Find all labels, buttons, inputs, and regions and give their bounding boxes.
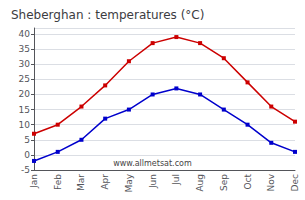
svg-text:Sep: Sep xyxy=(219,174,229,191)
svg-text:-5: -5 xyxy=(21,165,30,175)
svg-text:10: 10 xyxy=(19,120,31,130)
svg-text:Sheberghan : temperatures (°C): Sheberghan : temperatures (°C) xyxy=(11,8,204,22)
svg-text:40: 40 xyxy=(19,29,31,39)
svg-text:Aug: Aug xyxy=(195,174,205,192)
svg-text:May: May xyxy=(124,173,134,192)
svg-text:Jun: Jun xyxy=(148,174,158,189)
svg-text:Jul: Jul xyxy=(171,174,181,186)
svg-text:0: 0 xyxy=(24,150,30,160)
svg-text:Jan: Jan xyxy=(29,174,39,189)
svg-text:Nov: Nov xyxy=(266,173,276,191)
svg-text:25: 25 xyxy=(19,74,30,84)
svg-text:5: 5 xyxy=(24,135,30,145)
svg-text:Feb: Feb xyxy=(53,174,63,190)
svg-text:Dec: Dec xyxy=(290,174,300,191)
svg-text:30: 30 xyxy=(19,59,31,69)
svg-text:15: 15 xyxy=(19,105,30,115)
svg-text:Oct: Oct xyxy=(243,174,253,190)
svg-text:www.allmetsat.com: www.allmetsat.com xyxy=(113,159,192,168)
svg-text:Apr: Apr xyxy=(100,174,110,190)
svg-text:20: 20 xyxy=(19,89,31,99)
svg-text:Mar: Mar xyxy=(76,174,86,191)
svg-text:35: 35 xyxy=(19,44,30,54)
